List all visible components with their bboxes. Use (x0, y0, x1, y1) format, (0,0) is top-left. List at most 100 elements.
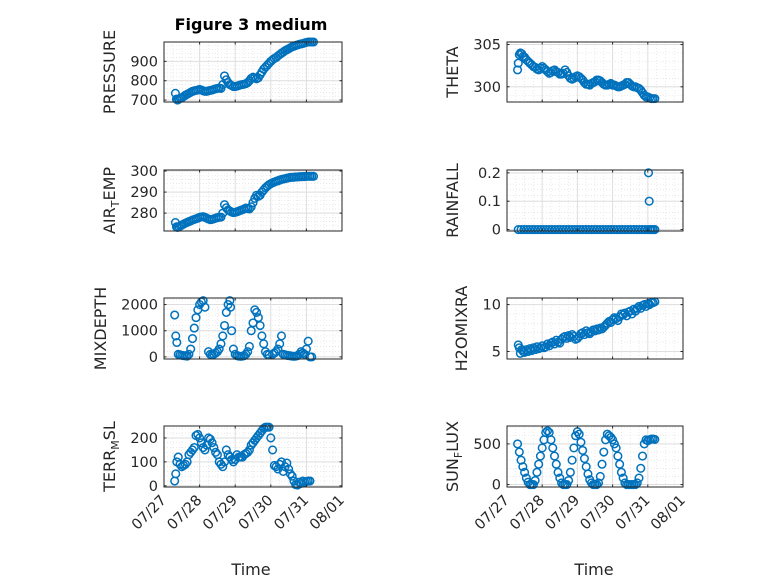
data-point (592, 480, 602, 490)
data-point (586, 225, 597, 235)
data-point (218, 462, 228, 472)
data-point (544, 225, 554, 235)
data-point (246, 202, 256, 212)
data-point (550, 225, 560, 235)
data-point (584, 225, 594, 235)
data-point (634, 225, 644, 235)
x-tick-label: 07/28 (165, 493, 206, 534)
y-axis-label: H2OMIXRA (452, 286, 471, 372)
data-point (561, 225, 571, 235)
data-point (264, 422, 274, 432)
data-point (576, 437, 586, 447)
data-point (616, 467, 626, 477)
data-point (171, 331, 181, 341)
data-point (570, 225, 580, 235)
y-axis-label: PRESSURE (100, 30, 119, 114)
y-tick-label: 200 (130, 431, 158, 447)
data-point (519, 225, 529, 235)
data-point (643, 168, 654, 178)
data-point (629, 225, 639, 235)
data-point (606, 225, 616, 235)
data-point (542, 426, 553, 436)
y-axis-label: MIXDEPTH (91, 287, 110, 370)
data-point (252, 307, 262, 317)
data-point (244, 445, 254, 455)
data-point (255, 320, 265, 331)
x-tick-label: 08/01 (648, 493, 689, 534)
axes-box (163, 169, 343, 232)
data-point (189, 323, 199, 333)
data-point (615, 459, 625, 469)
data-point (186, 344, 196, 354)
data-point (276, 331, 287, 341)
data-point (308, 171, 319, 181)
data-point (558, 225, 568, 235)
data-point (200, 302, 210, 312)
data-point (637, 451, 648, 461)
data-point (574, 429, 584, 439)
data-point (578, 225, 588, 235)
data-point (567, 455, 577, 465)
data-point (537, 443, 547, 453)
data-point (578, 445, 588, 455)
data-point (228, 457, 238, 467)
data-point (553, 467, 563, 477)
axes-box (163, 41, 343, 103)
data-point (244, 341, 254, 351)
data-point (225, 296, 235, 306)
y-tick-label: 300 (130, 164, 158, 180)
data-point (182, 351, 192, 361)
data-point (579, 453, 589, 464)
x-tick-label: 07/31 (613, 493, 654, 534)
data-point (518, 462, 528, 472)
y-tick-label: 800 (130, 74, 158, 90)
data-point (536, 225, 546, 235)
y-axis-label: TERRMSL (100, 421, 122, 493)
series-h2omixra (513, 297, 660, 358)
x-tick-label: 07/31 (271, 493, 312, 534)
subplot-mixdepth: 0 1000 2000 MIXDEPTH (91, 287, 343, 370)
y-tick-label: 300 (473, 80, 501, 96)
data-point (535, 451, 545, 461)
data-point (650, 225, 660, 235)
data-point (184, 349, 194, 359)
axes-box (506, 425, 684, 488)
y-tick-label: 290 (130, 185, 158, 201)
data-point (530, 475, 540, 486)
data-point (285, 469, 295, 479)
data-point (564, 225, 574, 235)
data-point (243, 447, 253, 457)
data-point (549, 451, 560, 461)
x-tick-label: 07/27 (472, 493, 513, 534)
y-axis-label: RAINFALL (443, 163, 462, 238)
data-point (539, 225, 549, 235)
data-point (219, 320, 230, 331)
y-tick-label: 0 (492, 478, 501, 494)
data-point (617, 225, 628, 235)
data-point (195, 433, 205, 443)
subplot-h2omixra: 5 10 H2OMIXRA (452, 286, 684, 372)
data-point (207, 438, 217, 448)
x-tick-label: 07/30 (578, 493, 619, 534)
y-axis-label: SUNFLUX (443, 421, 465, 492)
axes-box (163, 297, 343, 360)
data-point (535, 343, 545, 353)
x-tick-label: 07/28 (507, 493, 548, 534)
subplot-grid: 700 800 900 PRESSURE 300 305 THETA 280 290 300 AIR… (91, 30, 689, 533)
subplot-rainfall: 0 0.1 0.2 RAINFALL (443, 163, 684, 239)
data-point (611, 443, 621, 453)
x-tick-label: 07/29 (200, 493, 241, 534)
data-point (599, 447, 609, 457)
data-point (513, 439, 523, 449)
data-point (595, 471, 605, 481)
data-point (180, 459, 190, 469)
data-point (273, 344, 283, 354)
data-point (620, 225, 630, 235)
data-point (615, 225, 625, 235)
data-point (575, 225, 585, 235)
data-point (595, 225, 605, 235)
data-point (546, 435, 556, 445)
data-point (307, 352, 317, 362)
x-tick-label: 08/01 (307, 493, 348, 534)
